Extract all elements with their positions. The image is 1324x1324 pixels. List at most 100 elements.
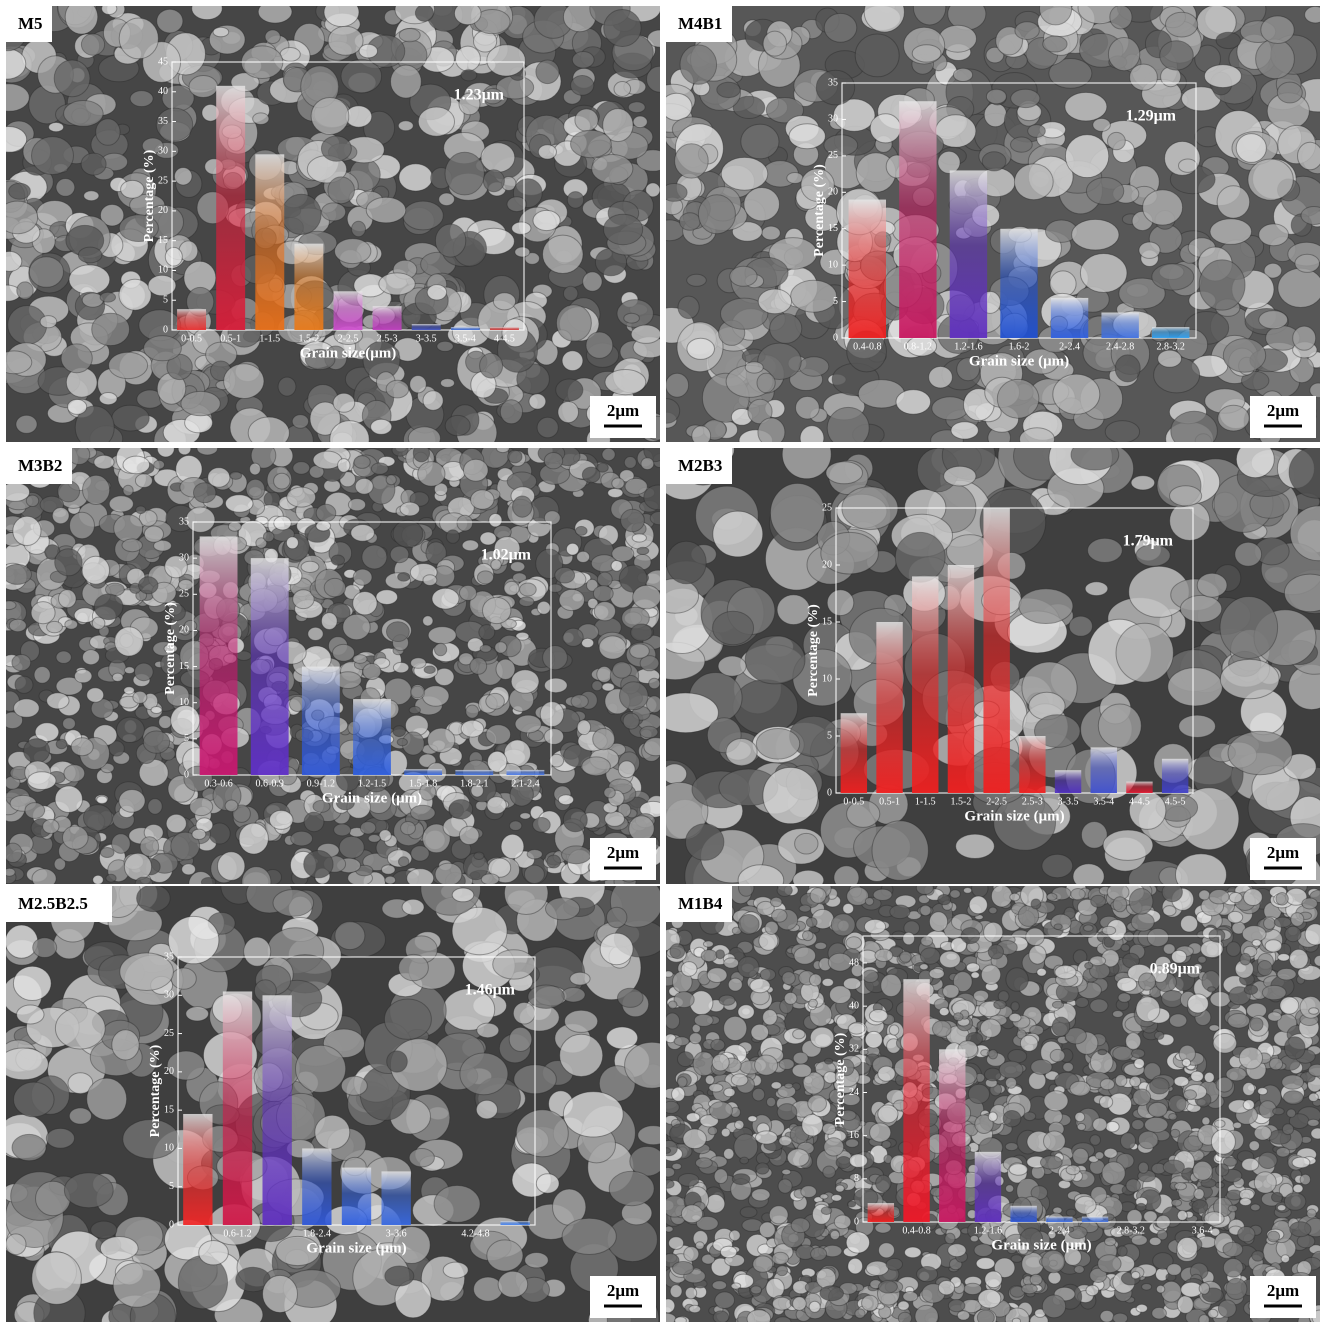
y-tick-label: 10 xyxy=(828,259,838,270)
panel-label: M3B2 xyxy=(18,456,62,475)
x-axis-label: Grain size (μm) xyxy=(964,808,1064,824)
x-axis-label: Grain size (μm) xyxy=(991,1237,1091,1253)
y-tick-label: 30 xyxy=(158,146,168,157)
bar xyxy=(1051,298,1088,338)
x-tick-label: 0-0.5 xyxy=(843,796,864,807)
x-tick-label: 0.3-0.6 xyxy=(204,778,232,789)
bar xyxy=(903,979,929,1222)
bar xyxy=(1126,782,1152,793)
scale-bar-label: 2μm xyxy=(607,843,639,862)
x-tick-label: 2-2.4 xyxy=(1059,341,1080,352)
x-tick-label: 0.9-1.2 xyxy=(307,778,335,789)
x-tick-label: 1.2-1.5 xyxy=(358,778,386,789)
y-tick-label: 0 xyxy=(163,324,168,335)
y-axis-label: Percentage (%) xyxy=(142,149,157,242)
x-axis-label: Grain size (μm) xyxy=(322,790,422,806)
x-tick-label: 3-3.5 xyxy=(1058,796,1079,807)
x-tick-label: 3.5-4 xyxy=(1093,796,1114,807)
bar xyxy=(381,1171,410,1225)
x-tick-label: 0.5-1 xyxy=(220,333,241,344)
panel: M4B12μm051015202530350.4-0.80.8-1.21.2-1… xyxy=(648,0,1324,455)
bar xyxy=(1010,1206,1036,1222)
y-axis-label: Percentage (%) xyxy=(148,1044,163,1137)
mean-size: 0.89μm xyxy=(1150,961,1201,978)
bar xyxy=(841,713,867,793)
y-tick-label: 20 xyxy=(158,205,168,216)
panel-label: M2B3 xyxy=(678,456,722,475)
y-axis-label: Percentage (%) xyxy=(812,164,827,257)
bar xyxy=(223,991,252,1225)
mean-size: 1.46μm xyxy=(465,982,516,999)
y-tick-label: 45 xyxy=(158,56,168,67)
bar xyxy=(1082,1217,1108,1222)
bar xyxy=(373,306,402,330)
y-tick-label: 35 xyxy=(179,516,189,527)
x-tick-label: 0.4-0.8 xyxy=(902,1225,930,1236)
y-tick-label: 10 xyxy=(822,673,832,684)
panel-label: M2.5B2.5 xyxy=(18,894,88,913)
x-tick-label: 4.5-5 xyxy=(1165,796,1186,807)
panel-label: M5 xyxy=(18,14,43,33)
x-tick-label: 1-1.5 xyxy=(259,333,280,344)
y-tick-label: 25 xyxy=(179,589,189,600)
panel-label: M1B4 xyxy=(678,894,723,913)
bar xyxy=(1091,747,1117,793)
bar xyxy=(451,327,480,330)
bar xyxy=(849,200,886,338)
y-tick-label: 20 xyxy=(179,625,189,636)
bar xyxy=(412,324,441,330)
x-tick-label: 2.4-2.8 xyxy=(1106,341,1134,352)
y-tick-label: 25 xyxy=(828,150,838,161)
x-axis-label: Grain size (μm) xyxy=(306,1240,406,1256)
x-tick-label: 1.2-1.6 xyxy=(974,1225,1002,1236)
y-tick-label: 30 xyxy=(164,990,174,1001)
panel-label: M4B1 xyxy=(678,14,722,33)
y-tick-label: 0 xyxy=(833,332,838,343)
x-axis-label: Grain size(μm) xyxy=(300,345,396,361)
panel: M3B22μm051015202530350.3-0.60.6-0.90.9-1… xyxy=(0,439,673,898)
y-tick-label: 30 xyxy=(179,552,189,563)
bar xyxy=(983,508,1009,793)
y-tick-label: 15 xyxy=(828,223,838,234)
y-tick-label: 0 xyxy=(184,769,189,780)
x-tick-label: 1.8-2.1 xyxy=(460,778,488,789)
x-tick-label: 0-0.5 xyxy=(181,333,202,344)
x-tick-label: 2.5-3 xyxy=(377,333,398,344)
y-tick-label: 10 xyxy=(164,1143,174,1154)
x-tick-label: 2.1-2.4 xyxy=(511,778,539,789)
bar xyxy=(255,154,284,330)
x-tick-label: 1.2-1.6 xyxy=(954,341,982,352)
x-tick-label: 0.8-1.2 xyxy=(904,341,932,352)
x-tick-label: 3.5-4 xyxy=(455,333,476,344)
y-tick-label: 10 xyxy=(179,697,189,708)
bar xyxy=(1046,1217,1072,1222)
bar xyxy=(1152,327,1189,338)
bar xyxy=(251,558,289,775)
y-axis-label: Percentage (%) xyxy=(163,602,178,695)
x-tick-label: 2-2.5 xyxy=(986,796,1007,807)
mean-size: 1.02μm xyxy=(481,547,532,564)
x-tick-label: 0.5-1 xyxy=(879,796,900,807)
bar xyxy=(876,622,902,793)
x-axis-label: Grain size (μm) xyxy=(969,353,1069,369)
bar xyxy=(507,770,545,775)
bar xyxy=(404,769,442,775)
y-tick-label: 35 xyxy=(164,951,174,962)
y-tick-label: 0 xyxy=(827,787,832,798)
scale-bar-label: 2μm xyxy=(1267,1281,1299,1300)
x-tick-label: 2.5-3 xyxy=(1022,796,1043,807)
scale-bar-label: 2μm xyxy=(1267,401,1299,420)
y-tick-label: 25 xyxy=(822,502,832,513)
panel: M52μm0510152025303540450-0.50.5-11-1.51.… xyxy=(0,0,673,458)
x-tick-label: 2-2.4 xyxy=(1049,1225,1070,1236)
scale-bar-label: 2μm xyxy=(607,401,639,420)
y-axis-label: Percentage (%) xyxy=(833,1032,848,1125)
y-tick-label: 35 xyxy=(828,77,838,88)
bar xyxy=(490,327,519,330)
scale-bar-label: 2μm xyxy=(1267,843,1299,862)
y-axis-label: Percentage (%) xyxy=(806,604,821,697)
mean-size: 1.23μm xyxy=(454,87,505,104)
x-tick-label: 0.6-0.9 xyxy=(256,778,284,789)
x-tick-label: 1.5-2 xyxy=(951,796,972,807)
